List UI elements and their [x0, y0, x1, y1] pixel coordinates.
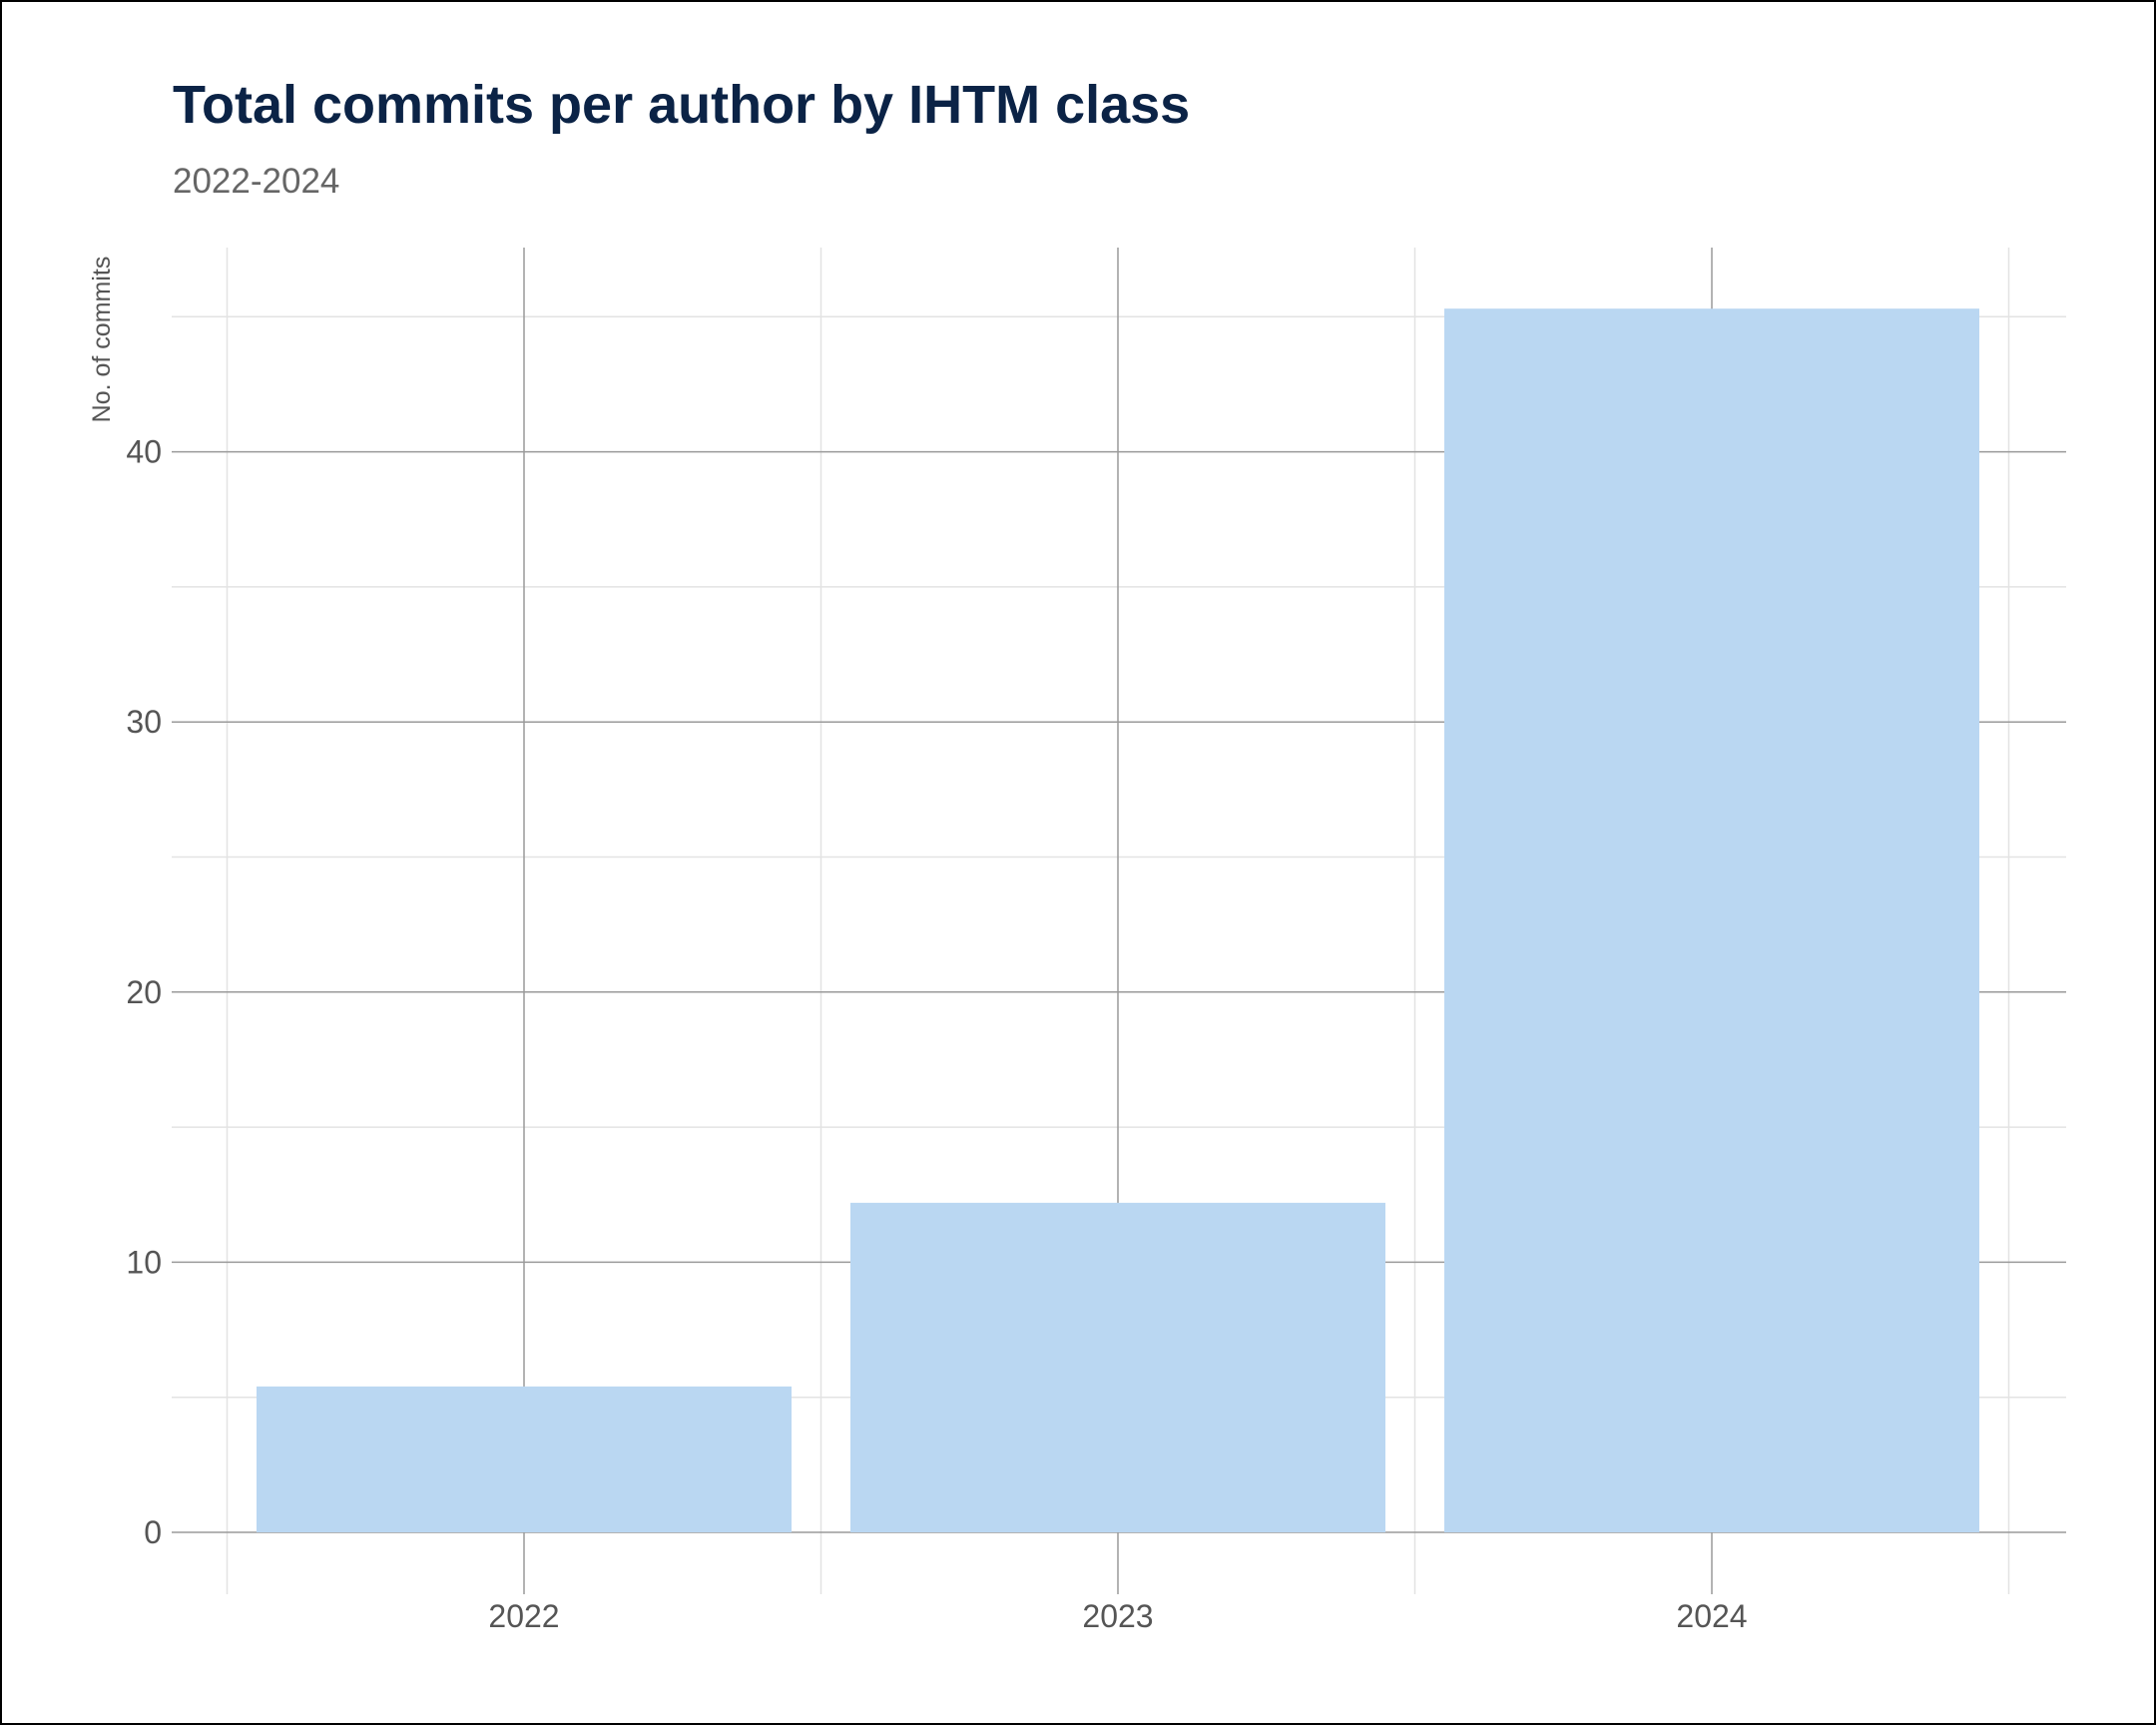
x-tick-label: 2022 — [488, 1598, 559, 1634]
y-tick-label: 30 — [126, 704, 162, 740]
y-tick-label: 0 — [144, 1514, 162, 1550]
chart-title: Total commits per author by IHTM class — [173, 75, 1191, 135]
chart-subtitle: 2022-2024 — [173, 162, 340, 201]
bars — [257, 308, 1979, 1532]
bar-2022 — [257, 1386, 792, 1532]
x-axis-ticks: 2022 2023 2024 — [488, 1598, 1747, 1634]
y-axis-ticks: 0 10 20 30 40 — [126, 434, 162, 1550]
bar-2024 — [1444, 308, 1979, 1532]
y-tick-label: 20 — [126, 974, 162, 1010]
x-tick-label: 2023 — [1082, 1598, 1153, 1634]
y-tick-label: 10 — [126, 1244, 162, 1280]
y-tick-label: 40 — [126, 434, 162, 470]
x-tick-label: 2024 — [1676, 1598, 1747, 1634]
y-axis-title: No. of commits — [88, 257, 116, 423]
bar-2023 — [850, 1202, 1385, 1532]
